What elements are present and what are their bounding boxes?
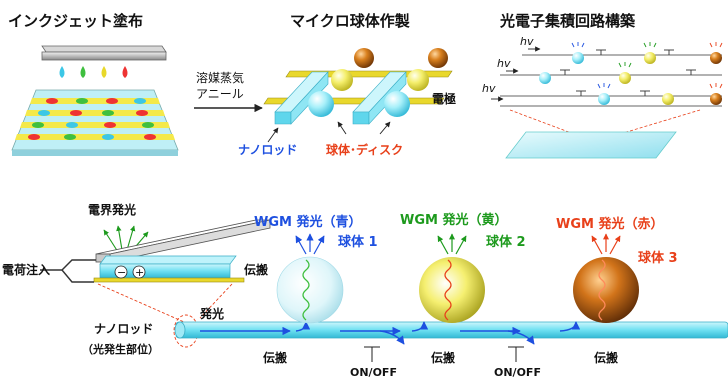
propagation-label-3: 伝搬 [594,350,618,365]
propagation-label-1: 伝搬 [263,350,287,365]
sphere-1-label: 球体 1 [338,234,378,250]
waveguide [175,321,728,339]
sphere-disk-label: 球体･ディスク [326,142,403,157]
sphere-yellow-1 [331,69,353,91]
sphere-pointer-1 [337,121,347,135]
sphere-1-wgm-mode [302,259,310,321]
sphere-1 [276,256,344,324]
electron-charge [114,265,128,279]
sphere-2-wgm-mode [444,259,452,321]
sphere-2-group: WGM 発光（黄） 球体 2 [400,212,526,323]
micro-title: マイクロ球体作製 [290,12,410,30]
wgm-yellow-label: WGM 発光（黄） [400,212,507,228]
microsphere-panel: マイクロ球体作製 電極 ナノロッド 球体･ディスク [238,12,456,157]
waveguide-end [174,321,186,339]
droplet-red [122,66,128,78]
sphere-2 [419,257,485,323]
el-emission-label: 電界発光 [88,202,136,217]
sphere-cyan-2 [384,91,410,117]
hv-label-1: hv [520,35,534,48]
sphere-3-label: 球体 3 [638,250,678,266]
slab-propagation-label: 伝搬 [244,262,268,277]
onoff-switch-1 [364,346,380,362]
sphere-orange-back-2 [428,48,448,68]
hv-label-2: hv [497,57,511,70]
circuit-sparks [571,42,723,89]
onoff-label-1: ON/OFF [350,366,397,378]
sphere-pointer-2 [379,121,391,135]
device-bottom-electrode [93,277,245,283]
wgm-blue-arrows [295,233,325,255]
sphere-1-group: WGM 発光（青） 球体 1 [254,214,378,324]
sphere-3-group: WGM 発光（赤） 球体 3 [556,216,678,323]
propagation-label-2: 伝搬 [431,350,455,365]
wgm-blue-label: WGM 発光（青） [254,214,361,230]
anneal-step: 溶媒蒸気 アニール [194,70,263,113]
sphere-2-label: 球体 2 [486,234,526,250]
nanorod-pointer [267,127,279,143]
droplet-green [80,66,86,78]
onoff-switch-2 [508,346,524,362]
guided-light-arrows [200,321,581,345]
device-slab-top [95,219,271,255]
inkjet-panel: インクジェット塗布 [8,12,179,156]
injection-wire-2 [61,269,94,283]
sphere-yellow-2 [407,69,429,91]
sphere-orange-back-1 [354,48,374,68]
charge-injection-label: 電荷注入 [2,262,50,277]
anneal-label-line2: アニール [196,87,244,101]
wgm-red-arrows [591,233,621,255]
sphere-cyan-1 [308,91,334,117]
chip-substrate [505,131,677,159]
device-panel: 電界発光 − + 電荷注入 伝搬 発光 ナノ [2,202,728,378]
wgm-yellow-arrows [437,233,467,255]
callout-line-1 [97,283,185,323]
hole-sign: + [135,266,144,279]
sphere-3 [573,257,639,323]
callout-line-2 [199,283,233,319]
injection-wire [40,259,96,271]
anneal-label-line1: 溶媒蒸気 [196,70,244,85]
micro-nanorod-label: ナノロッド [238,143,297,157]
bottom-nanorod-label: ナノロッド [94,322,153,336]
inkjet-head [41,45,167,53]
electron-sign: − [117,266,126,279]
device-nanorod-top [99,255,237,265]
droplet-cyan [59,66,65,78]
bottom-nanorod-sub: （光発生部位） [82,342,159,356]
electrode-label: 電極 [432,91,456,106]
circuit-switch-marks [560,49,696,96]
hole-charge [132,265,146,279]
inkjet-head-body [41,51,167,61]
droplet-yellow [101,66,107,78]
inkjet-title: インクジェット塗布 [8,12,143,30]
circuit-title: 光電子集積回路構築 [499,12,636,30]
sphere-3-wgm-mode [598,259,606,321]
onoff-label-2: ON/OFF [494,366,541,378]
hv-label-3: hv [482,82,496,95]
wgm-red-label: WGM 発光（赤） [556,216,663,232]
circuit-panel: 光電子集積回路構築 hv hv hv [482,12,723,159]
emission-label: 発光 [199,306,224,321]
el-emission-arrows [103,225,149,253]
patterned-substrate [11,89,179,156]
circuit-emitters [539,52,722,105]
